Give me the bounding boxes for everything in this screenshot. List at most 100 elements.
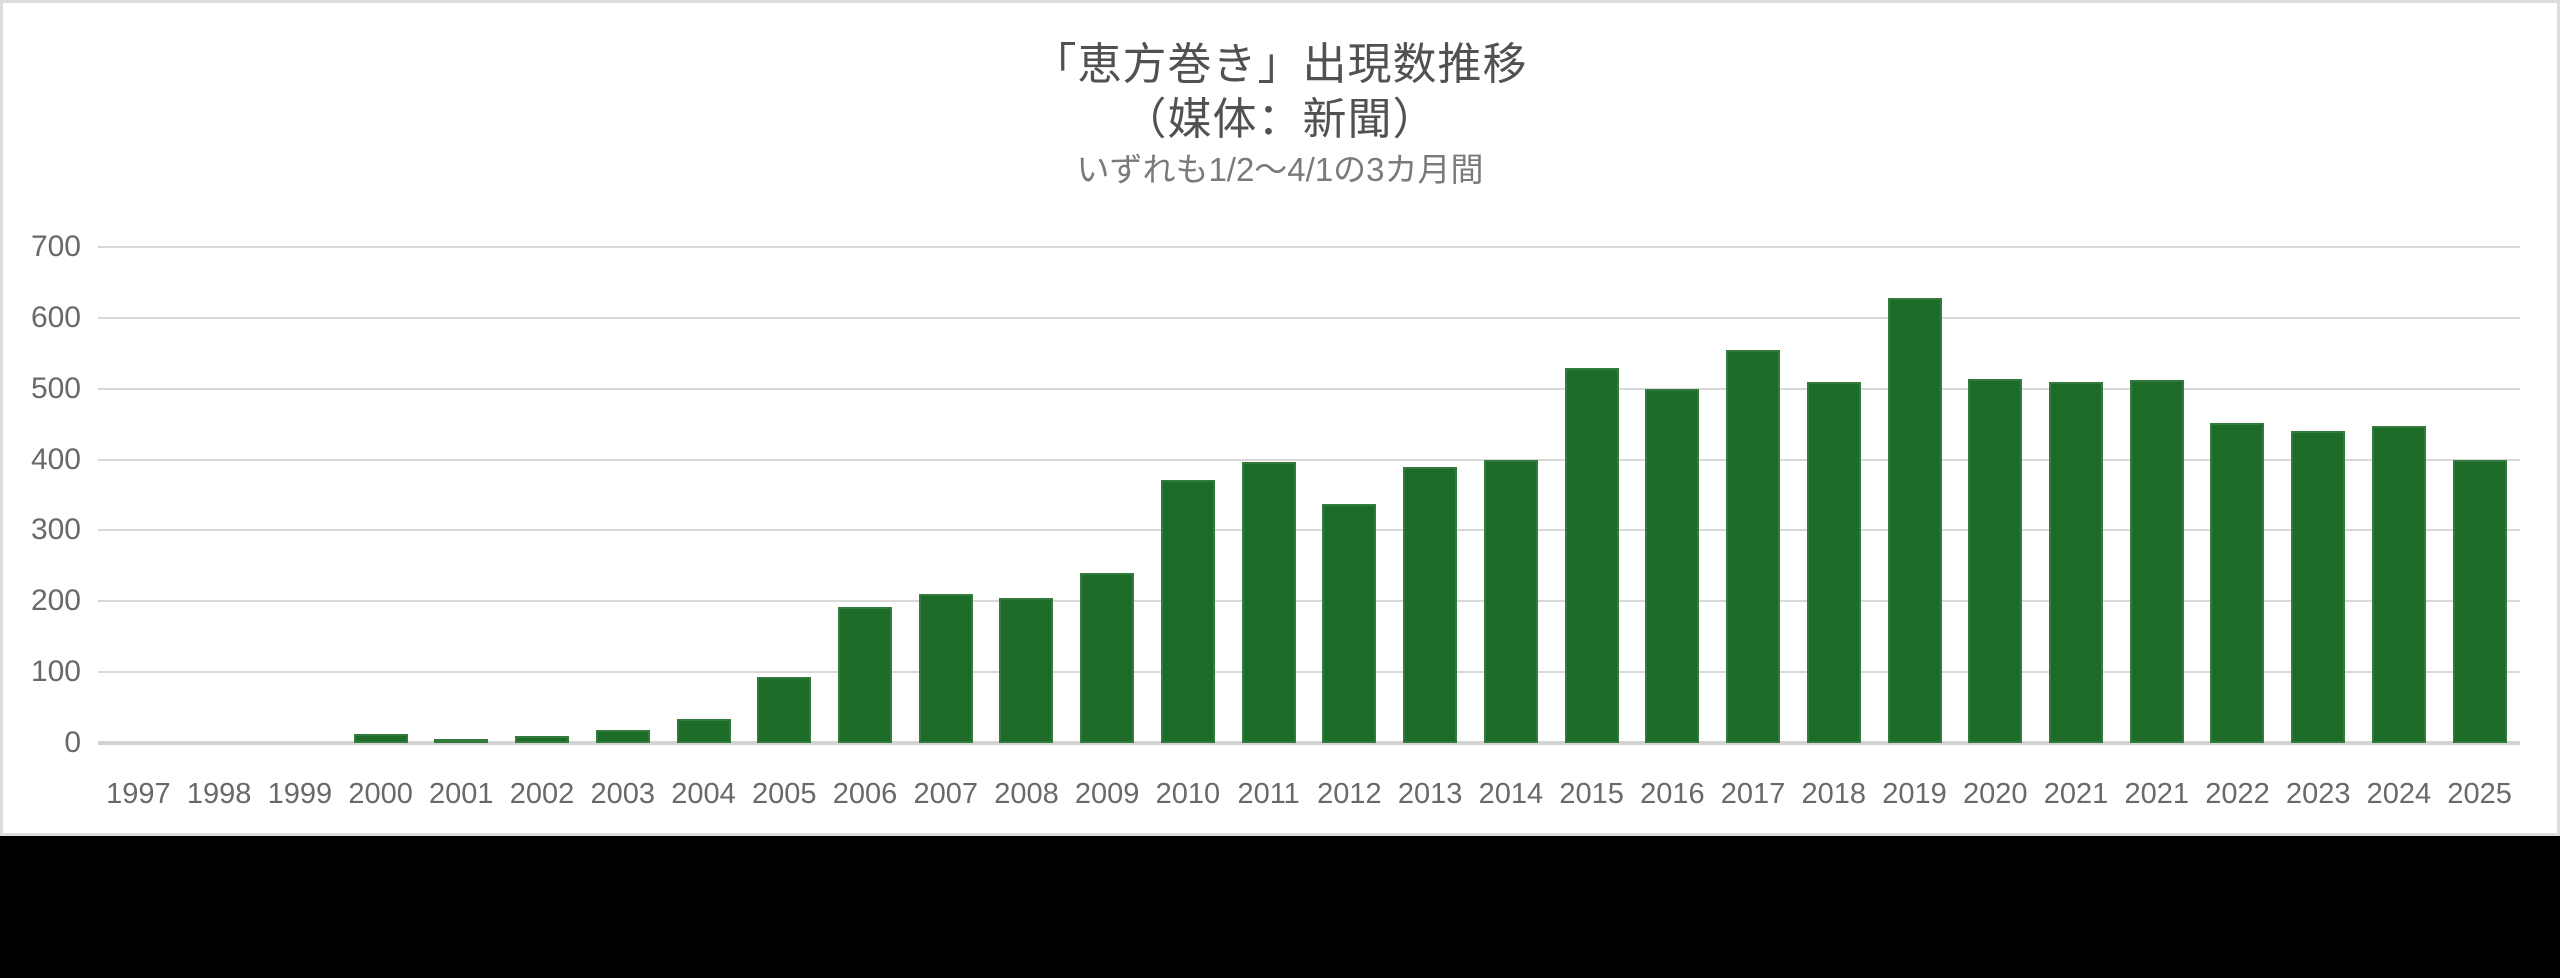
bar-slot-11 <box>986 247 1067 743</box>
bar-slot-29 <box>2439 247 2520 743</box>
bar-2009 <box>1080 572 1135 743</box>
bar-2015 <box>1564 368 1619 743</box>
x-tick-label-4-2001: 2001 <box>429 778 494 810</box>
chart-title-line1: 「恵方巻き」出現数推移 <box>1032 40 1528 89</box>
x-tick-label-28-2024: 2024 <box>2366 778 2432 810</box>
bar-2004 <box>676 718 731 743</box>
y-tick-label-500: 500 <box>30 371 81 405</box>
x-tick-label-15-2012: 2012 <box>1317 778 1382 810</box>
x-tick-label-18-2015: 2015 <box>1559 778 1624 810</box>
y-tick-label-0: 0 <box>64 726 81 759</box>
x-tick-label-9-2006: 2006 <box>832 778 898 810</box>
x-tick-label-14-2011: 2011 <box>1237 778 1300 810</box>
chart-card: 「恵方巻き」出現数推移 （媒体：新聞） いずれも1/2～4/1の3カ月間 700… <box>0 0 2560 836</box>
bar-slot-17 <box>1470 247 1551 743</box>
bar-slot-5 <box>502 247 583 743</box>
bar-2012 <box>1322 504 1377 743</box>
bar-2017 <box>1726 349 1781 743</box>
x-tick-label-8-2005: 2005 <box>751 778 817 810</box>
bar-slot-13 <box>1148 247 1229 743</box>
plot-area <box>98 246 2520 745</box>
bar-slot-18 <box>1551 247 1632 743</box>
x-tick-label-5-2002: 2002 <box>509 778 575 810</box>
bar-slot-8 <box>744 247 825 743</box>
bar-slot-12 <box>1067 247 1148 743</box>
x-tick-label-6-2003: 2003 <box>590 778 656 810</box>
x-tick-label-10-2007: 2007 <box>913 778 978 810</box>
x-tick-label-12-2009: 2009 <box>1074 778 1140 810</box>
x-tick-label-22-2019: 2019 <box>1882 778 1947 810</box>
bar-slot-1 <box>179 247 260 743</box>
x-tick-label-25-2021: 2021 <box>2124 778 2189 810</box>
bar-slot-22 <box>1874 247 1955 743</box>
bar-slot-19 <box>1632 247 1713 743</box>
bar-2025 <box>2452 459 2507 743</box>
bar-2002 <box>515 735 570 743</box>
x-tick-label-29-2025: 2025 <box>2447 778 2512 810</box>
bar-2023 <box>2291 430 2346 743</box>
bar-2006 <box>837 606 892 743</box>
bar-slot-4 <box>421 247 502 743</box>
bar-2001 <box>434 739 489 743</box>
y-tick-label-200: 200 <box>30 584 81 618</box>
x-tick-label-24-2021: 2021 <box>2043 778 2109 810</box>
bar-slot-2 <box>259 247 340 743</box>
x-axis: 1997 1998 1999 2000 2001 2002 2003 2004 2005 2006… <box>98 773 2520 815</box>
gridline-0 <box>98 741 2520 745</box>
bar-slot-25 <box>2116 247 2197 743</box>
y-tick-label-100: 100 <box>30 655 81 689</box>
x-tick-label-20-2017: 2017 <box>1720 778 1786 810</box>
bar-slot-20 <box>1713 247 1794 743</box>
chart-subtitle: いずれも1/2～4/1の3カ月間 <box>1076 151 1484 188</box>
x-tick-label-16-2013: 2013 <box>1397 778 1463 810</box>
y-tick-label-300: 300 <box>30 513 81 547</box>
bar-slot-24 <box>2036 247 2117 743</box>
bar-2020 <box>1968 378 2023 743</box>
x-tick-label-13-2010: 2010 <box>1155 778 1221 810</box>
bar-2021 <box>2048 381 2103 743</box>
gridline-200 <box>98 600 2520 603</box>
bar-2010 <box>1160 480 1215 743</box>
bar-slot-14 <box>1228 247 1309 743</box>
bar-slot-21 <box>1793 247 1874 743</box>
x-tick-label-19-2016: 2016 <box>1640 778 1705 810</box>
bar-2024 <box>2371 425 2426 743</box>
bar-2007 <box>918 594 973 743</box>
y-tick-label-400: 400 <box>30 442 81 476</box>
x-tick-label-3-2000: 2000 <box>348 778 413 810</box>
x-tick-label-26-2022: 2022 <box>2205 778 2270 810</box>
bar-slot-0 <box>98 247 179 743</box>
bar-2003 <box>595 729 650 743</box>
gridline-400 <box>98 458 2520 461</box>
x-tick-label-2-1999: 1999 <box>267 778 333 810</box>
bar-2005 <box>757 677 812 743</box>
x-tick-label-21-2018: 2018 <box>1801 778 1867 810</box>
bar-2014 <box>1483 459 1538 743</box>
chart-title-block: 「恵方巻き」出現数推移 （媒体：新聞） いずれも1/2～4/1の3カ月間 <box>3 37 2557 193</box>
x-tick-label-17-2014: 2014 <box>1478 778 1544 810</box>
x-tick-label-0-1997: 1997 <box>106 778 171 810</box>
bottom-black-band <box>0 836 2560 978</box>
bar-2013 <box>1403 467 1458 743</box>
bar-2000 <box>353 733 408 743</box>
bar-slot-7 <box>663 247 744 743</box>
bar-slot-23 <box>1955 247 2036 743</box>
bar-2019 <box>1887 298 1942 743</box>
gridline-100 <box>98 671 2520 674</box>
bar-2018 <box>1806 382 1861 743</box>
bar-slot-3 <box>340 247 421 743</box>
chart-title-line2: （媒体：新聞） <box>1122 95 1438 144</box>
x-tick-label-1-1998: 1998 <box>186 778 252 810</box>
x-tick-label-11-2008: 2008 <box>994 778 1059 810</box>
bar-series <box>98 247 2520 743</box>
gridline-600 <box>98 316 2520 319</box>
y-tick-label-600: 600 <box>30 300 81 334</box>
bar-2008 <box>999 598 1054 743</box>
bar-slot-27 <box>2278 247 2359 743</box>
bar-slot-10 <box>905 247 986 743</box>
bar-slot-6 <box>582 247 663 743</box>
bar-slot-28 <box>2359 247 2440 743</box>
gridline-700 <box>98 246 2520 248</box>
bar-2022 <box>2210 423 2265 743</box>
bar-2021 <box>2129 380 2184 743</box>
